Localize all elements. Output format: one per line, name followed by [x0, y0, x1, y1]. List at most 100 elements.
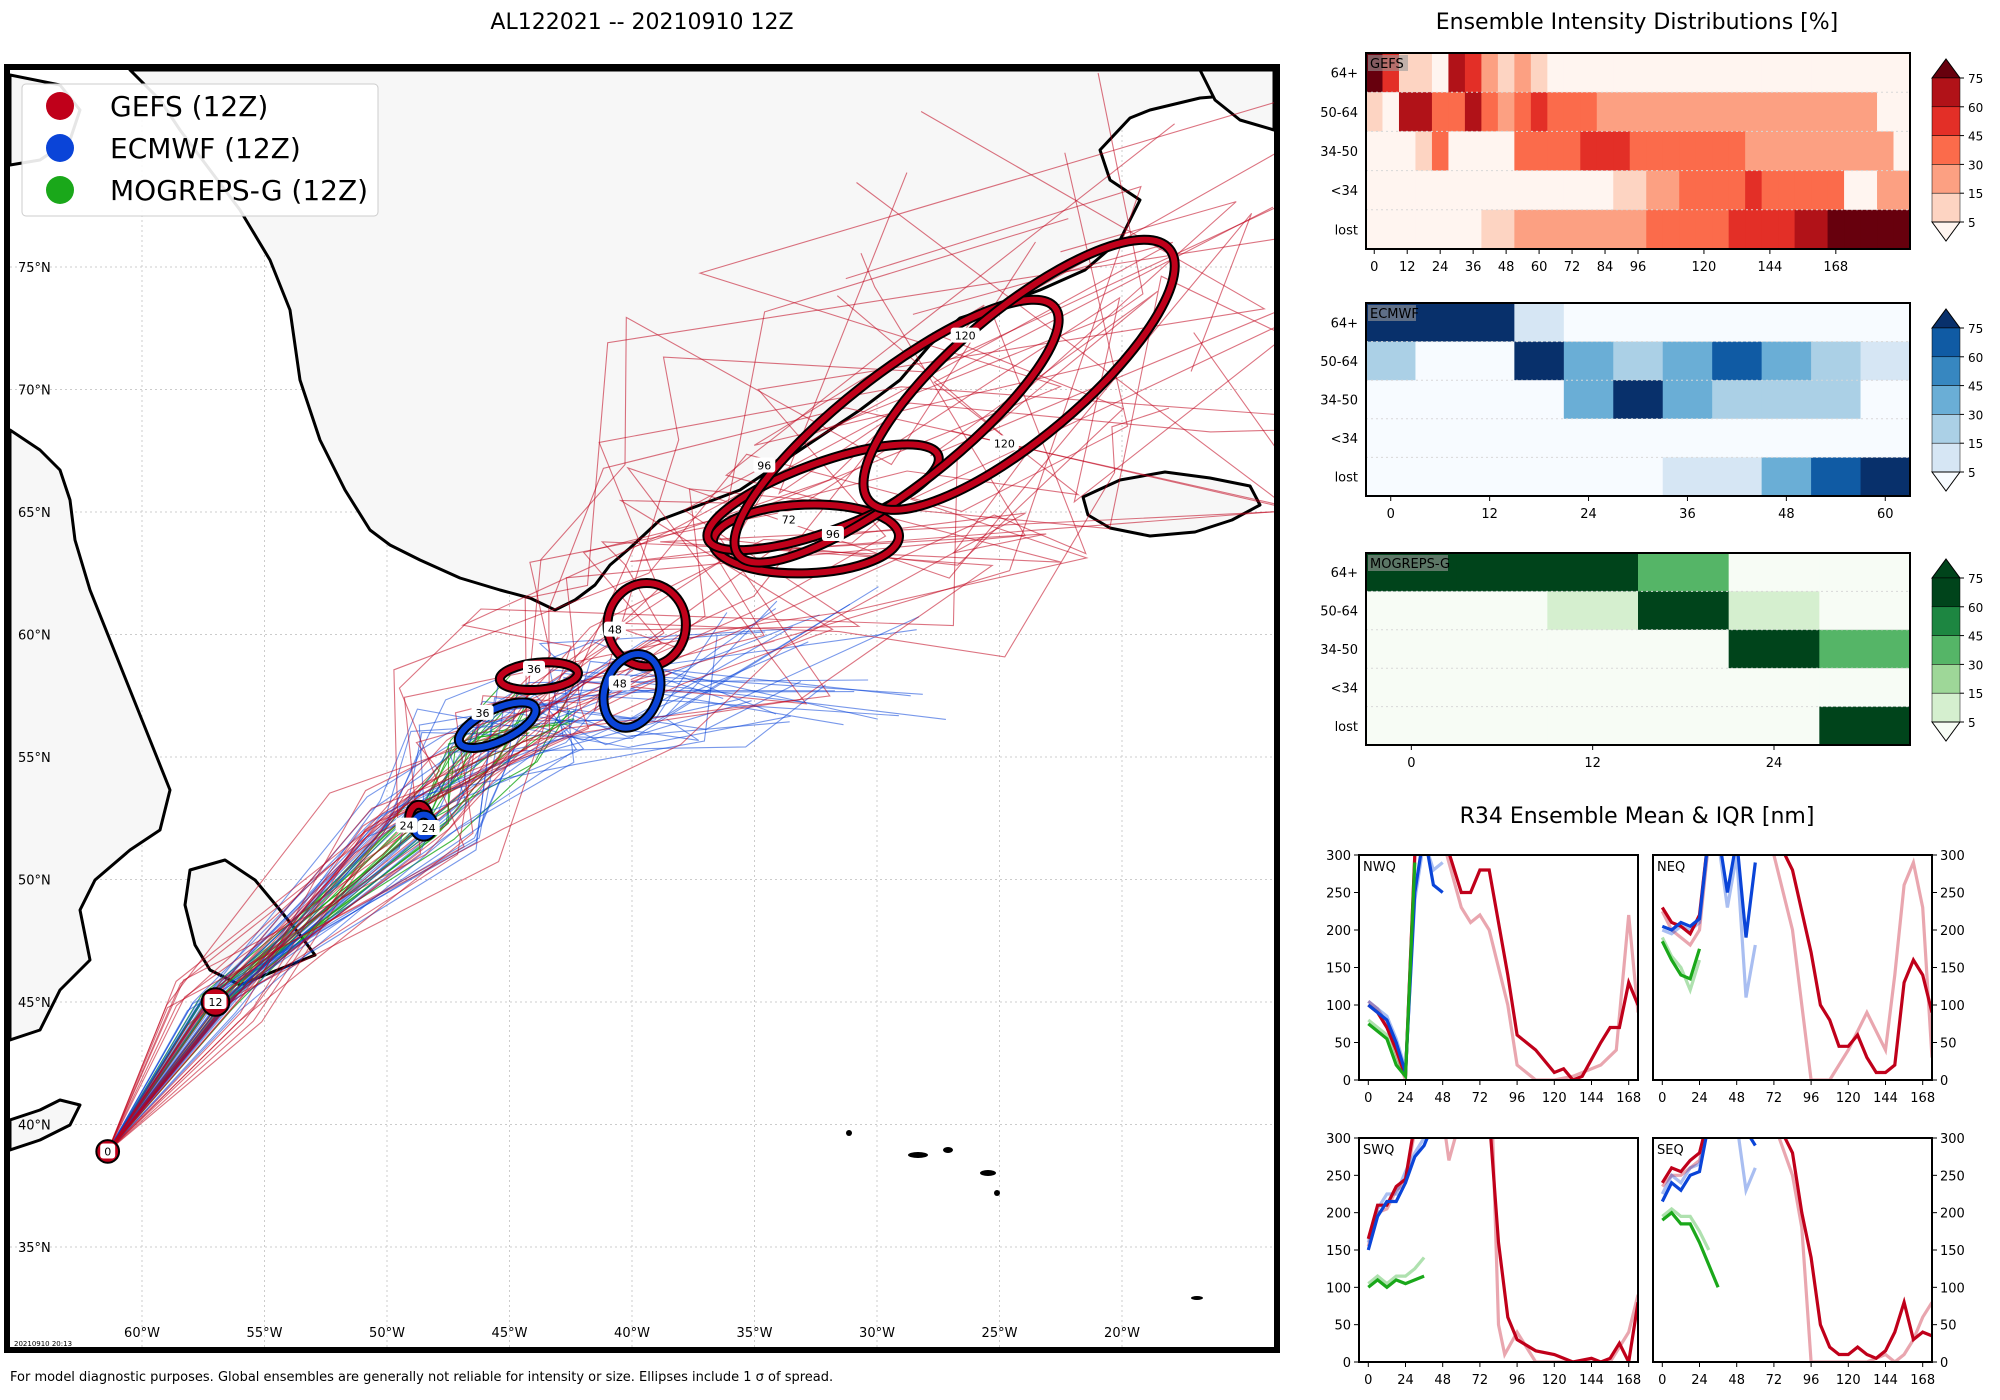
r34-y-tick-label: 250	[1940, 887, 1965, 902]
heat-model-label-bg	[1368, 305, 1416, 321]
heat-cell	[1761, 457, 1812, 497]
gefs-track	[107, 185, 1142, 1152]
heat-cell	[1415, 170, 1433, 211]
r34-quadrant-label: SEQ	[1657, 1143, 1684, 1158]
heat-cell	[1563, 131, 1581, 172]
heat-x-tick-label: 48	[1498, 260, 1515, 275]
r34-y-tick-label: 300	[1940, 1132, 1965, 1147]
ecmwf-r34-iqr	[1661, 855, 1757, 998]
r34-x-tick-label: 0	[1364, 1373, 1372, 1388]
gefs-ellipse-96	[731, 296, 1062, 566]
r34-y-tick-label: 100	[1326, 999, 1351, 1014]
r34-y-tick-label: 200	[1326, 924, 1351, 939]
r34-y-tick-label: 50	[1334, 1037, 1351, 1052]
heat-cell	[1464, 209, 1482, 250]
colorbar-segment	[1931, 577, 1961, 608]
colorbar-segment	[1931, 414, 1961, 444]
heat-cell	[1646, 170, 1664, 211]
heat-x-tick-label: 12	[1399, 260, 1416, 275]
mogreps-r34-mean	[1367, 1274, 1425, 1290]
heat-cell	[1448, 209, 1466, 250]
heat-cell	[1646, 209, 1664, 250]
colorbar-segment	[1931, 327, 1961, 358]
r34-seq-panel: SEQ 0 24 48 72 96 120 144 168 0 50 100 150 200 250 300	[1652, 1132, 1965, 1388]
ellipse-hour-label: 0	[104, 1145, 111, 1158]
heat-cell	[1811, 53, 1829, 93]
colorbar-tick-label: 5	[1968, 466, 1976, 480]
heat-cell	[1613, 209, 1631, 250]
heat-cell	[1811, 209, 1829, 250]
heat-model-label: ECMWF	[1370, 307, 1419, 322]
r34-plot-area	[1660, 855, 1932, 1080]
heat-cell	[1761, 209, 1779, 250]
r34-plot-area	[1660, 1138, 1932, 1362]
heat-cell	[1893, 209, 1911, 250]
r34-y-tick-label: 250	[1940, 1169, 1965, 1184]
heat-cell	[1629, 170, 1647, 211]
r34-x-tick-label: 144	[1873, 1091, 1898, 1106]
heat-cell	[1662, 53, 1680, 93]
colorbar-segment	[1931, 635, 1961, 665]
heat-cell	[1514, 303, 1565, 343]
heat-cell	[1827, 92, 1845, 132]
gefs-track	[107, 402, 1274, 1152]
heat-cell	[1398, 131, 1416, 172]
ellipse-hour-label: 96	[826, 528, 840, 541]
heat-cell	[1596, 92, 1614, 132]
colorbar-top-arrow	[1931, 308, 1961, 329]
heat-cell	[1448, 92, 1466, 132]
heat-cell	[1563, 209, 1581, 250]
heat-cell	[1464, 303, 1515, 343]
heat-cell	[1547, 706, 1639, 746]
r34-x-tick-label: 120	[1542, 1091, 1567, 1106]
r34-y-tick-label: 300	[1940, 849, 1965, 864]
colorbar-tick-label: 45	[1968, 380, 1983, 394]
colorbar-tick-label: 30	[1968, 658, 1983, 672]
footnote: For model diagnostic purposes. Global en…	[10, 1370, 833, 1385]
heat-row-label: 50-64	[1320, 106, 1358, 121]
heat-cell	[1778, 53, 1796, 93]
heat-cell	[1580, 92, 1598, 132]
r34-x-tick-label: 72	[1472, 1373, 1489, 1388]
lon-tick-label: 45°W	[492, 1326, 528, 1341]
r34-y-tick-label: 250	[1326, 1169, 1351, 1184]
r34-quadrant-label: NEQ	[1657, 860, 1685, 875]
heat-cell	[1398, 92, 1416, 132]
colorbar-bottom-arrow	[1931, 721, 1961, 742]
heat-cell	[1728, 53, 1746, 93]
r34-quadrant-label: NWQ	[1363, 860, 1396, 875]
ellipse-label-bg	[100, 1143, 116, 1159]
gefs-r34-mean	[1367, 855, 1638, 1080]
heat-cell	[1629, 131, 1647, 172]
heat-row-label: <34	[1331, 184, 1358, 199]
heat-cell	[1844, 92, 1862, 132]
heat-row-label: <34	[1331, 432, 1358, 447]
heat-cell	[1662, 92, 1680, 132]
heat-cell	[1563, 341, 1614, 381]
r34-x-tick-label: 48	[1728, 1091, 1745, 1106]
heat-cell	[1728, 553, 1820, 592]
ellipse-label-bg	[608, 675, 631, 691]
lon-tick-label: 50°W	[369, 1326, 405, 1341]
heat-cell	[1860, 131, 1878, 172]
colorbar-tick-label: 5	[1968, 216, 1976, 230]
heat-cell	[1456, 668, 1548, 708]
ellipse-label-bg	[753, 457, 776, 473]
heat-cell	[1745, 209, 1763, 250]
heat-cell	[1662, 380, 1713, 420]
heat-cell	[1860, 170, 1878, 211]
heat-cell	[1481, 170, 1499, 211]
heat-x-tick-label: 12	[1481, 507, 1498, 522]
heat-cell	[1366, 591, 1458, 631]
heat-model-label: GEFS	[1370, 57, 1404, 72]
ellipse-label-bg	[603, 621, 626, 637]
heat-cell	[1860, 457, 1911, 497]
lon-tick-label: 40°W	[614, 1326, 650, 1341]
heat-cell	[1547, 53, 1565, 93]
r34-plot-area	[1367, 855, 1638, 1080]
heat-x-tick-label: 60	[1877, 507, 1894, 522]
heat-row-label: 50-64	[1320, 605, 1358, 620]
heat-cell	[1646, 92, 1664, 132]
heat-cell	[1712, 418, 1763, 458]
heat-cell	[1794, 170, 1812, 211]
